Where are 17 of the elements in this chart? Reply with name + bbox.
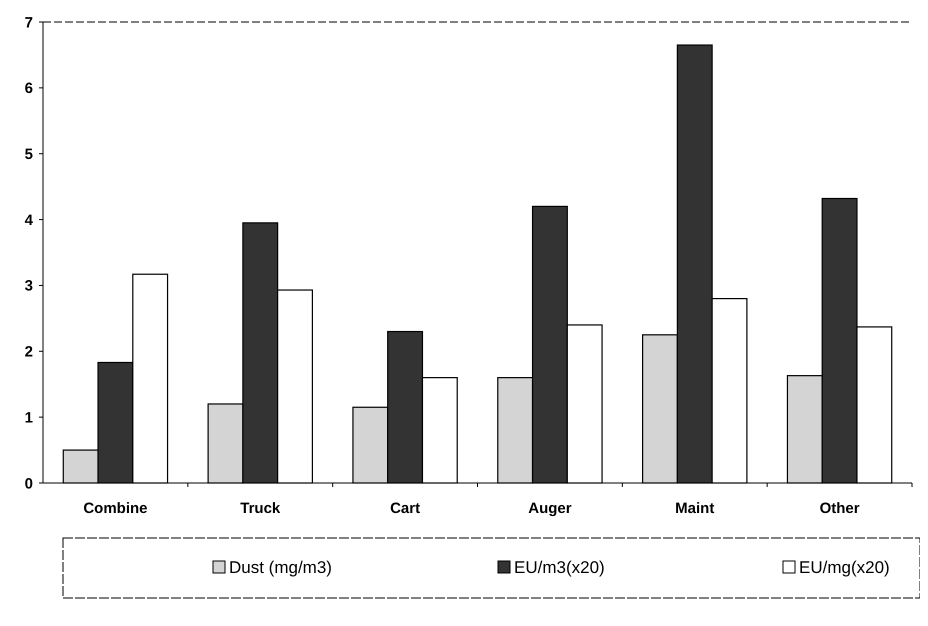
y-tick-label: 7 bbox=[24, 14, 33, 32]
x-tick-label: Other bbox=[820, 500, 860, 517]
x-tick-label: Combine bbox=[83, 500, 148, 517]
legend-label: EU/m3(x20) bbox=[514, 558, 605, 577]
y-tick-label: 2 bbox=[24, 344, 33, 361]
y-tick-label: 0 bbox=[24, 475, 33, 492]
y-tick-label: 3 bbox=[24, 278, 33, 295]
legend-label: EU/mg(x20) bbox=[799, 558, 890, 577]
y-tick-label: 5 bbox=[24, 146, 33, 163]
x-tick-label: Maint bbox=[675, 500, 714, 517]
y-tick-label: 4 bbox=[24, 212, 34, 229]
y-tick-label: 6 bbox=[24, 80, 33, 98]
x-tick-label: Truck bbox=[240, 500, 281, 517]
x-tick-label: Auger bbox=[528, 500, 572, 517]
y-tick-label: 1 bbox=[24, 409, 33, 426]
legend-label: Dust (mg/m3) bbox=[229, 558, 332, 577]
x-tick-label: Cart bbox=[390, 500, 420, 517]
